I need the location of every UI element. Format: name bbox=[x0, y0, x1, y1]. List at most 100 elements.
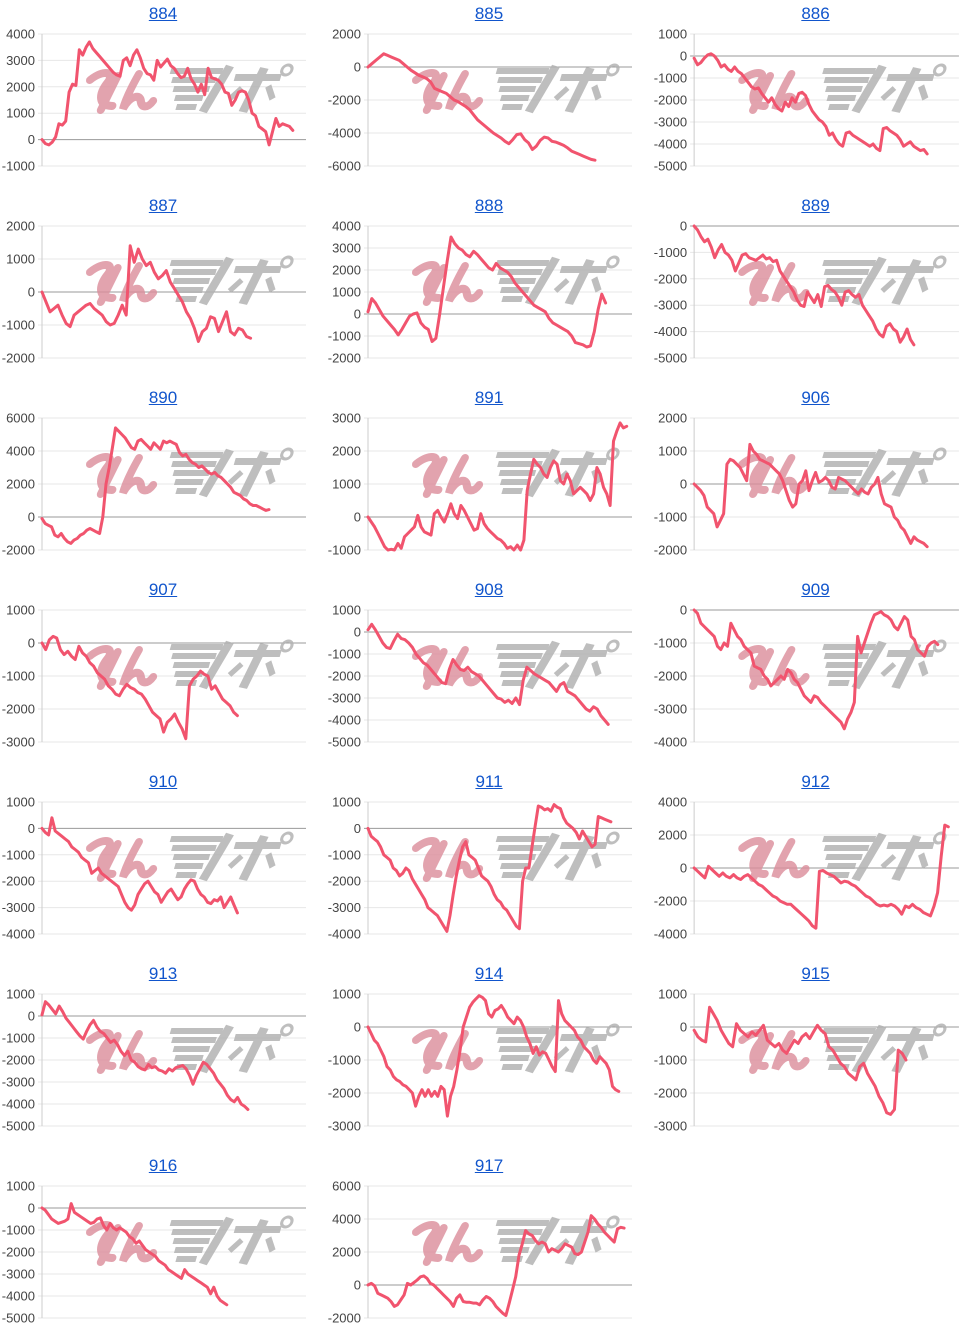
chart-title-link[interactable]: 906 bbox=[801, 388, 830, 407]
y-tick-label: -4000 bbox=[654, 735, 687, 750]
y-tick-label: 1000 bbox=[6, 603, 35, 618]
chart-svg: 6000 4000 2000 0 -2000 bbox=[2, 411, 306, 558]
series-line bbox=[366, 1214, 626, 1317]
watermark-pink-glyphs bbox=[411, 837, 484, 882]
watermark-pink-glyphs bbox=[411, 645, 484, 690]
watermark-gray-glyphs bbox=[495, 639, 620, 690]
chart-title-link[interactable]: 915 bbox=[801, 964, 830, 983]
series-line bbox=[692, 608, 940, 731]
chart-title-link[interactable]: 909 bbox=[801, 580, 830, 599]
chart-title-link[interactable]: 889 bbox=[801, 196, 830, 215]
watermark-gray-glyphs bbox=[822, 1023, 947, 1074]
y-tick-label: 1000 bbox=[332, 603, 361, 618]
y-tick-label: 4000 bbox=[6, 444, 35, 459]
watermark-pink-glyphs bbox=[738, 837, 810, 882]
chart-title-link[interactable]: 887 bbox=[148, 196, 178, 215]
chart-plot: 2000 1000 0 -1000 -2000 bbox=[0, 218, 326, 370]
chart-plot: 0 -1000 -2000 -3000 -4000 bbox=[652, 602, 979, 754]
chart-title-link[interactable]: 885 bbox=[474, 4, 504, 23]
y-tick-label: -5000 bbox=[2, 1311, 35, 1326]
y-tick-label: -2000 bbox=[2, 702, 35, 717]
watermark-logo bbox=[411, 1023, 620, 1074]
y-tick-label: -3000 bbox=[2, 1075, 35, 1090]
y-tick-label: 1000 bbox=[6, 1179, 35, 1194]
chart-title-link[interactable]: 914 bbox=[474, 964, 504, 983]
y-tick-label: -1000 bbox=[654, 71, 687, 86]
y-tick-label: -2000 bbox=[654, 93, 687, 108]
chart-plot: 1000 0 -1000 -2000 -3000 -4000 -5000 bbox=[652, 26, 979, 178]
watermark-gray-glyphs bbox=[169, 639, 294, 690]
chart-title-link[interactable]: 911 bbox=[475, 772, 503, 791]
chart-cell: 911 1000 0 -1000 -2000 -3000 -4000 bbox=[326, 768, 652, 960]
chart-cell: 890 6000 4000 2000 0 -2000 bbox=[0, 384, 326, 576]
watermark-logo bbox=[411, 447, 620, 498]
watermark-logo bbox=[85, 1215, 294, 1266]
chart-cell: 891 3000 2000 1000 0 -1000 bbox=[326, 384, 652, 576]
y-tick-label: 0 bbox=[28, 1201, 35, 1216]
y-tick-label: 0 bbox=[28, 821, 35, 836]
y-tick-label: 1000 bbox=[332, 285, 361, 300]
chart-plot: 1000 0 -1000 -2000 -3000 -4000 -5000 bbox=[326, 602, 652, 754]
y-tick-label: -4000 bbox=[2, 1289, 35, 1304]
chart-title: 908 bbox=[326, 578, 652, 602]
chart-cell: 917 6000 4000 2000 0 -2000 bbox=[326, 1152, 652, 1344]
chart-title-link[interactable]: 907 bbox=[148, 580, 178, 599]
chart-title-link[interactable]: 917 bbox=[474, 1156, 504, 1175]
series-line bbox=[366, 803, 613, 933]
chart-cell: 886 1000 0 -1000 -2000 -3000 -4000 -5000 bbox=[652, 0, 979, 192]
chart-title-link[interactable]: 916 bbox=[148, 1156, 178, 1175]
y-tick-label: -2000 bbox=[328, 1086, 361, 1101]
y-tick-label: -2000 bbox=[328, 669, 361, 684]
chart-title: 912 bbox=[652, 770, 979, 794]
series-line bbox=[40, 426, 271, 545]
y-tick-label: -2000 bbox=[2, 874, 35, 889]
y-tick-label: 3000 bbox=[6, 53, 35, 68]
chart-title-link[interactable]: 891 bbox=[474, 388, 504, 407]
series-line bbox=[692, 1005, 908, 1116]
y-tick-label: 0 bbox=[354, 1278, 361, 1293]
y-tick-label: 4000 bbox=[332, 1212, 361, 1227]
chart-title-link[interactable]: 910 bbox=[148, 772, 178, 791]
watermark-pink-glyphs bbox=[411, 1029, 484, 1074]
chart-title: 916 bbox=[0, 1154, 326, 1178]
chart-title-link[interactable]: 912 bbox=[801, 772, 830, 791]
chart-title-link[interactable]: 908 bbox=[474, 580, 504, 599]
watermark-gray-glyphs bbox=[169, 1023, 294, 1074]
watermark-gray-glyphs bbox=[169, 831, 294, 882]
chart-title: 891 bbox=[326, 386, 652, 410]
chart-title-link[interactable]: 884 bbox=[148, 4, 178, 23]
series-line bbox=[366, 421, 629, 552]
y-tick-label: -2000 bbox=[654, 894, 687, 909]
y-tick-label: -1000 bbox=[2, 159, 35, 174]
chart-svg: 2000 1000 0 -1000 -2000 bbox=[2, 219, 306, 366]
chart-title-link[interactable]: 888 bbox=[474, 196, 504, 215]
chart-title-link[interactable]: 890 bbox=[148, 388, 178, 407]
chart-svg: 0 -1000 -2000 -3000 -4000 bbox=[654, 603, 959, 750]
y-tick-label: 0 bbox=[354, 625, 361, 640]
y-tick-label: -1000 bbox=[2, 847, 35, 862]
chart-plot: 1000 0 -1000 -2000 -3000 -4000 bbox=[0, 794, 326, 946]
chart-title: 889 bbox=[652, 194, 979, 218]
chart-title-link[interactable]: 913 bbox=[148, 964, 178, 983]
series-line bbox=[692, 224, 916, 347]
y-tick-label: -3000 bbox=[2, 900, 35, 915]
y-tick-label: -1000 bbox=[328, 847, 361, 862]
y-tick-label: -2000 bbox=[2, 1245, 35, 1260]
y-tick-label: -2000 bbox=[328, 351, 361, 366]
chart-svg: 2000 0 -2000 -4000 -6000 bbox=[328, 27, 632, 174]
y-tick-label: -5000 bbox=[654, 159, 687, 174]
chart-title-link[interactable]: 886 bbox=[801, 4, 830, 23]
watermark-gray-glyphs bbox=[169, 447, 294, 498]
chart-title: 888 bbox=[326, 194, 652, 218]
y-tick-label: -2000 bbox=[2, 1053, 35, 1068]
watermark-pink-glyphs bbox=[85, 1221, 158, 1266]
chart-title: 887 bbox=[0, 194, 326, 218]
y-tick-label: -3000 bbox=[654, 702, 687, 717]
series-line bbox=[40, 1202, 229, 1307]
y-tick-label: -2000 bbox=[2, 543, 35, 558]
chart-cell: 908 1000 0 -1000 -2000 -3000 -4000 -5000 bbox=[326, 576, 652, 768]
y-tick-label: 1000 bbox=[332, 795, 361, 810]
watermark-logo bbox=[85, 831, 294, 882]
y-tick-label: -3000 bbox=[654, 115, 687, 130]
